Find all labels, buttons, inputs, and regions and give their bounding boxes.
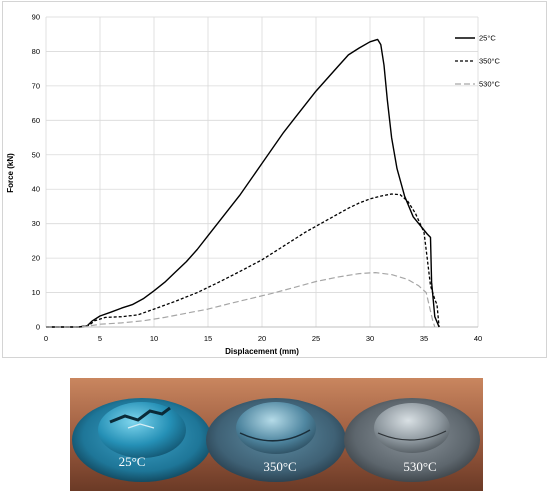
series-line-1 [46,38,440,328]
y-tick-label: 30 [32,219,40,228]
y-tick-label: 20 [32,254,40,263]
series-line-2 [46,193,440,328]
legend-label-3: 530°C [479,80,501,89]
photo-label-25c: 25°C [119,454,146,469]
y-tick-label: 90 [32,13,40,22]
x-tick-label: 0 [44,334,48,343]
y-tick-label: 0 [36,323,40,332]
photo-label-530c: 530°C [403,459,436,474]
x-axis-label: Displacement (mm) [225,347,299,356]
legend-label-2: 350°C [479,57,501,66]
series-line-3 [46,272,436,328]
gridlines [45,16,479,328]
specimen-photo: 25°C 350°C 530°C [70,378,483,491]
photo-label-350c: 350°C [263,459,296,474]
axes: 0 5 10 15 20 25 30 35 40 0 10 20 30 40 50 60 70 80 90 [32,13,483,344]
specimen-25c [72,398,212,482]
x-tick-label: 20 [258,334,266,343]
x-tick-label: 10 [150,334,158,343]
legend: 25°C 350°C 530°C [455,34,501,89]
x-tick-label: 35 [420,334,428,343]
y-tick-label: 70 [32,81,40,90]
series-lines [46,38,440,328]
x-tick-label: 30 [366,334,374,343]
y-axis-label: Force (kN) [6,153,15,193]
specimen-530c [344,398,480,482]
y-tick-label: 60 [32,116,40,125]
line-chart: 0 5 10 15 20 25 30 35 40 0 10 20 30 40 50 60 70 80 90 25°C… [6,13,501,357]
x-tick-label: 25 [312,334,320,343]
y-tick-label: 50 [32,150,40,159]
y-tick-label: 40 [32,185,40,194]
x-tick-label: 5 [98,334,102,343]
y-tick-label: 80 [32,47,40,56]
x-tick-label: 40 [474,334,482,343]
x-tick-label: 15 [204,334,212,343]
chart-frame: 0 5 10 15 20 25 30 35 40 0 10 20 30 40 50 60 70 80 90 25°C… [2,1,547,358]
specimen-350c [206,398,346,482]
legend-label-1: 25°C [479,34,496,43]
y-tick-label: 10 [32,288,40,297]
